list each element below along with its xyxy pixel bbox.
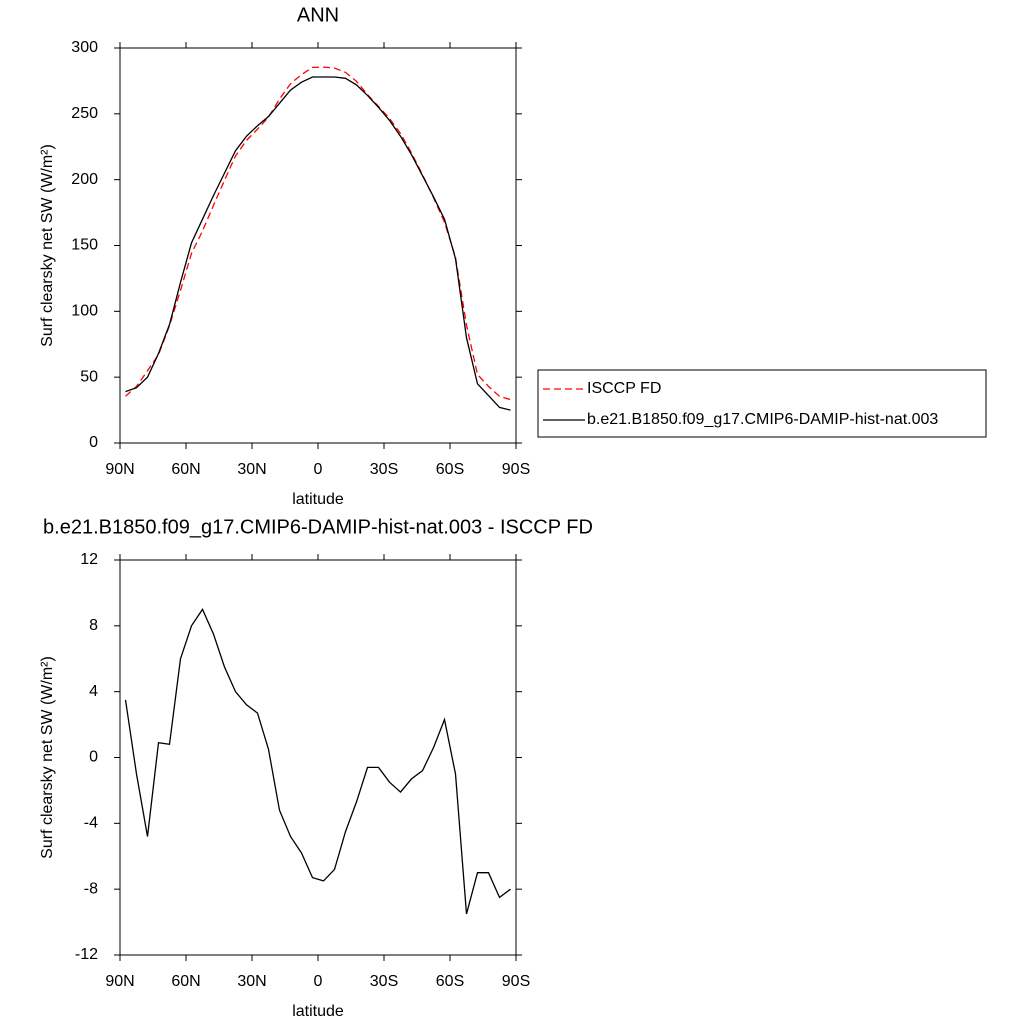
x-tick-label: 30N (237, 461, 266, 478)
data-line (125, 76, 511, 411)
y-tick-label: 50 (80, 368, 98, 385)
x-tick-label: 60S (436, 973, 464, 990)
y-tick-label: 250 (71, 105, 98, 122)
x-tick-label: 90N (105, 973, 134, 990)
y-tick-label: 8 (89, 617, 98, 634)
y-axis-label: Surf clearsky net SW (W/m²) (39, 144, 56, 347)
chart-title: ANN (297, 4, 339, 26)
x-tick-label: 0 (314, 973, 323, 990)
x-tick-label: 60N (171, 461, 200, 478)
x-tick-label: 30N (237, 973, 266, 990)
legend-label: b.e21.B1850.f09_g17.CMIP6-DAMIP-hist-nat… (587, 411, 938, 428)
y-axis-label: Surf clearsky net SW (W/m²) (39, 656, 56, 859)
x-tick-label: 90S (502, 973, 530, 990)
y-tick-label: 150 (71, 237, 98, 254)
y-tick-label: 4 (89, 683, 98, 700)
y-tick-label: 0 (89, 434, 98, 451)
data-line (124, 608, 511, 915)
plot-frame (119, 47, 517, 444)
y-tick-label: 300 (71, 39, 98, 56)
y-tick-label: 200 (71, 171, 98, 188)
chart-title: b.e21.B1850.f09_g17.CMIP6-DAMIP-hist-nat… (43, 516, 593, 538)
x-tick-label: 60N (171, 973, 200, 990)
x-tick-label: 30S (370, 461, 398, 478)
y-tick-label: 0 (89, 749, 98, 766)
legend-box (537, 369, 987, 438)
x-axis-label: latitude (292, 1003, 344, 1020)
x-tick-label: 60S (436, 461, 464, 478)
plot-frame (119, 559, 517, 956)
y-tick-label: -8 (84, 880, 98, 897)
x-tick-label: 90S (502, 461, 530, 478)
legend-label: ISCCP FD (587, 380, 661, 397)
y-tick-label: 100 (71, 303, 98, 320)
y-tick-label: 12 (80, 551, 98, 568)
x-tick-label: 0 (314, 461, 323, 478)
y-tick-label: -12 (75, 946, 98, 963)
x-tick-label: 90N (105, 461, 134, 478)
y-tick-label: -4 (84, 815, 98, 832)
x-tick-label: 30S (370, 973, 398, 990)
x-axis-label: latitude (292, 491, 344, 508)
data-line (125, 66, 511, 401)
